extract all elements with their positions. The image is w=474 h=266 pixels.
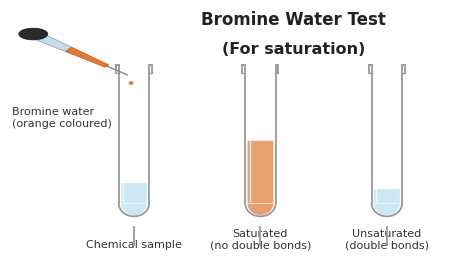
Polygon shape [65, 47, 109, 67]
Polygon shape [121, 183, 147, 215]
Polygon shape [247, 141, 273, 215]
Polygon shape [245, 65, 276, 216]
Text: Bromine water
(orange coloured): Bromine water (orange coloured) [12, 107, 112, 128]
Polygon shape [118, 65, 149, 216]
Ellipse shape [129, 81, 133, 85]
Text: Chemical sample: Chemical sample [86, 240, 182, 250]
Polygon shape [372, 65, 402, 216]
Text: (For saturation): (For saturation) [221, 42, 365, 57]
Text: Saturated
(no double bonds): Saturated (no double bonds) [210, 228, 311, 250]
Ellipse shape [19, 28, 48, 40]
Text: Bromine Water Test: Bromine Water Test [201, 11, 386, 28]
Polygon shape [36, 34, 72, 52]
Polygon shape [374, 189, 400, 215]
Text: Unsaturated
(double bonds): Unsaturated (double bonds) [345, 228, 429, 250]
